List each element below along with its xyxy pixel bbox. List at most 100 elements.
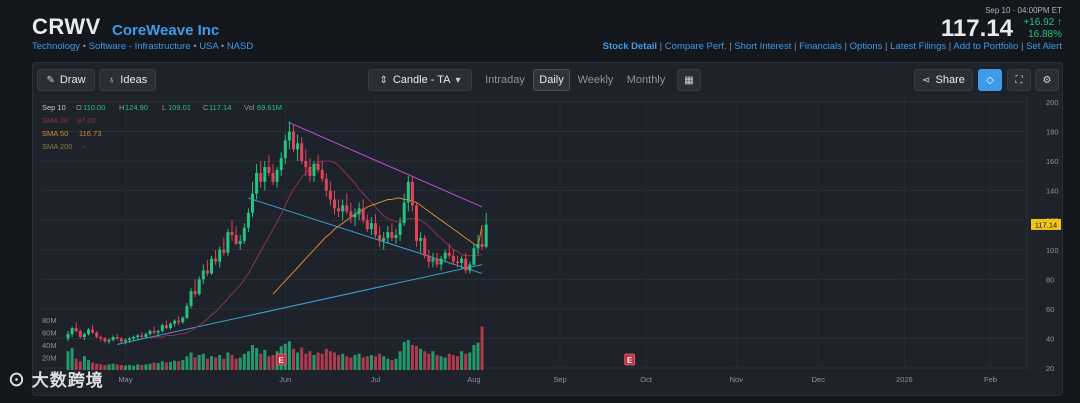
draw-button[interactable]: ✎ Draw bbox=[37, 69, 95, 91]
candlesticks bbox=[66, 121, 488, 345]
lightbulb-icon: ♁ bbox=[107, 74, 116, 86]
tab-monthly[interactable]: Monthly bbox=[626, 74, 666, 86]
share-icon: ⋖ bbox=[922, 74, 931, 86]
candle-body bbox=[123, 339, 127, 342]
candle-body bbox=[447, 252, 451, 256]
premium-button[interactable]: ◇ bbox=[978, 69, 1002, 91]
price-chart[interactable]: 20018016014012010080604020117.14 MayJunJ… bbox=[33, 63, 1064, 397]
link-options[interactable]: Options bbox=[849, 41, 883, 52]
volume-bar bbox=[304, 353, 308, 370]
earnings-marker: E bbox=[624, 353, 636, 366]
candle-body bbox=[148, 331, 152, 335]
fullscreen-button[interactable]: ⛶ bbox=[1007, 69, 1031, 91]
candle bbox=[82, 332, 86, 340]
candle bbox=[415, 202, 418, 247]
candle bbox=[173, 319, 177, 327]
moving-averages bbox=[149, 160, 483, 339]
volume-bar bbox=[201, 353, 205, 370]
candle-body bbox=[456, 261, 459, 264]
link-compare-perf[interactable]: Compare Perf. bbox=[664, 41, 727, 52]
y-tick-label: 100 bbox=[1046, 246, 1059, 255]
x-tick-label: Jun bbox=[279, 375, 291, 384]
link-financials[interactable]: Financials bbox=[799, 41, 842, 52]
company-name-link[interactable]: CoreWeave Inc bbox=[112, 22, 220, 39]
candle-body bbox=[197, 279, 201, 295]
legend-low: 109.01 bbox=[168, 103, 191, 112]
candle-body bbox=[427, 255, 431, 262]
last-price-tag: 117.14 bbox=[1035, 220, 1057, 229]
legend-vol-label: Vol bbox=[244, 103, 255, 112]
volume-bar bbox=[259, 353, 263, 370]
ideas-button[interactable]: ♁ Ideas bbox=[99, 69, 156, 91]
volume-bar bbox=[136, 364, 140, 370]
candle bbox=[398, 217, 402, 241]
volume-bar bbox=[115, 364, 119, 370]
crumb-sector[interactable]: Technology bbox=[32, 41, 81, 52]
candle bbox=[369, 217, 373, 235]
link-short-interest[interactable]: Short Interest bbox=[734, 41, 792, 52]
candle-body bbox=[287, 131, 291, 141]
volume-bar bbox=[251, 345, 254, 370]
candle-body bbox=[119, 338, 123, 342]
candle bbox=[320, 161, 324, 182]
crumb-country[interactable]: USA bbox=[199, 41, 219, 52]
candle-body bbox=[464, 258, 468, 271]
volume-bar bbox=[160, 361, 164, 370]
legend-o-label: O bbox=[76, 103, 82, 112]
calendar-button[interactable]: ▦ bbox=[677, 69, 701, 91]
candle bbox=[99, 335, 103, 342]
diamond-icon: ◇ bbox=[986, 74, 994, 86]
candle-body bbox=[152, 331, 156, 333]
candle-body bbox=[201, 270, 205, 280]
candle-body bbox=[140, 335, 144, 337]
link-stock-detail[interactable]: Stock Detail bbox=[602, 41, 658, 52]
volume-bar bbox=[460, 351, 464, 370]
candle bbox=[312, 161, 316, 182]
crumb-industry[interactable]: Software - Infrastructure bbox=[88, 41, 191, 52]
last-price: 117.14 bbox=[940, 15, 1013, 42]
candle bbox=[443, 249, 447, 262]
volume-bar bbox=[82, 356, 86, 370]
tab-intraday[interactable]: Intraday bbox=[485, 74, 525, 86]
tab-daily[interactable]: Daily bbox=[533, 69, 570, 91]
volume-bar bbox=[271, 355, 275, 370]
crumb-exchange[interactable]: NASD bbox=[226, 41, 254, 52]
share-button[interactable]: ⋖ Share bbox=[914, 69, 973, 91]
link-add-to-portfolio[interactable]: Add to Portfolio bbox=[953, 41, 1019, 52]
candle-body bbox=[78, 331, 82, 337]
volume-bar bbox=[193, 357, 197, 370]
candle bbox=[185, 302, 189, 320]
candle bbox=[468, 261, 472, 274]
y-tick-label: 180 bbox=[1046, 128, 1059, 137]
volume-bar bbox=[234, 358, 238, 370]
candle bbox=[345, 193, 349, 215]
volume-bar bbox=[287, 341, 291, 370]
x-tick-label: Nov bbox=[730, 375, 744, 384]
volume-bar bbox=[189, 352, 193, 370]
candle bbox=[394, 229, 398, 244]
volume-bar bbox=[292, 348, 295, 370]
watermark-logo: ⊙ 大数跨境 bbox=[8, 366, 104, 391]
candle bbox=[279, 152, 283, 176]
candle-body bbox=[267, 167, 271, 173]
tab-weekly[interactable]: Weekly bbox=[577, 74, 614, 86]
volume-bar bbox=[296, 352, 300, 370]
candle-body bbox=[87, 329, 90, 335]
legend-sma200-label: SMA 200 bbox=[42, 142, 72, 151]
ideas-label: Ideas bbox=[120, 74, 148, 86]
volume-bar bbox=[431, 351, 435, 370]
volume-tick-label: 20M bbox=[42, 354, 57, 363]
link-latest-filings[interactable]: Latest Filings bbox=[890, 41, 947, 52]
candle-body bbox=[378, 235, 382, 241]
settings-button[interactable]: ⚙ bbox=[1035, 69, 1059, 91]
candle-body bbox=[369, 223, 373, 230]
link-set-alert[interactable]: Set Alert bbox=[1026, 41, 1062, 52]
volume-bar bbox=[238, 357, 242, 370]
candle bbox=[353, 208, 357, 227]
chart-type-select[interactable]: ⇕ Candle - TA ▾ bbox=[368, 69, 472, 91]
candle-body bbox=[99, 336, 103, 339]
volume-axis: 80M 60M 40M 20M bbox=[42, 316, 57, 363]
fullscreen-icon: ⛶ bbox=[1015, 74, 1023, 86]
candle-body bbox=[341, 205, 345, 212]
